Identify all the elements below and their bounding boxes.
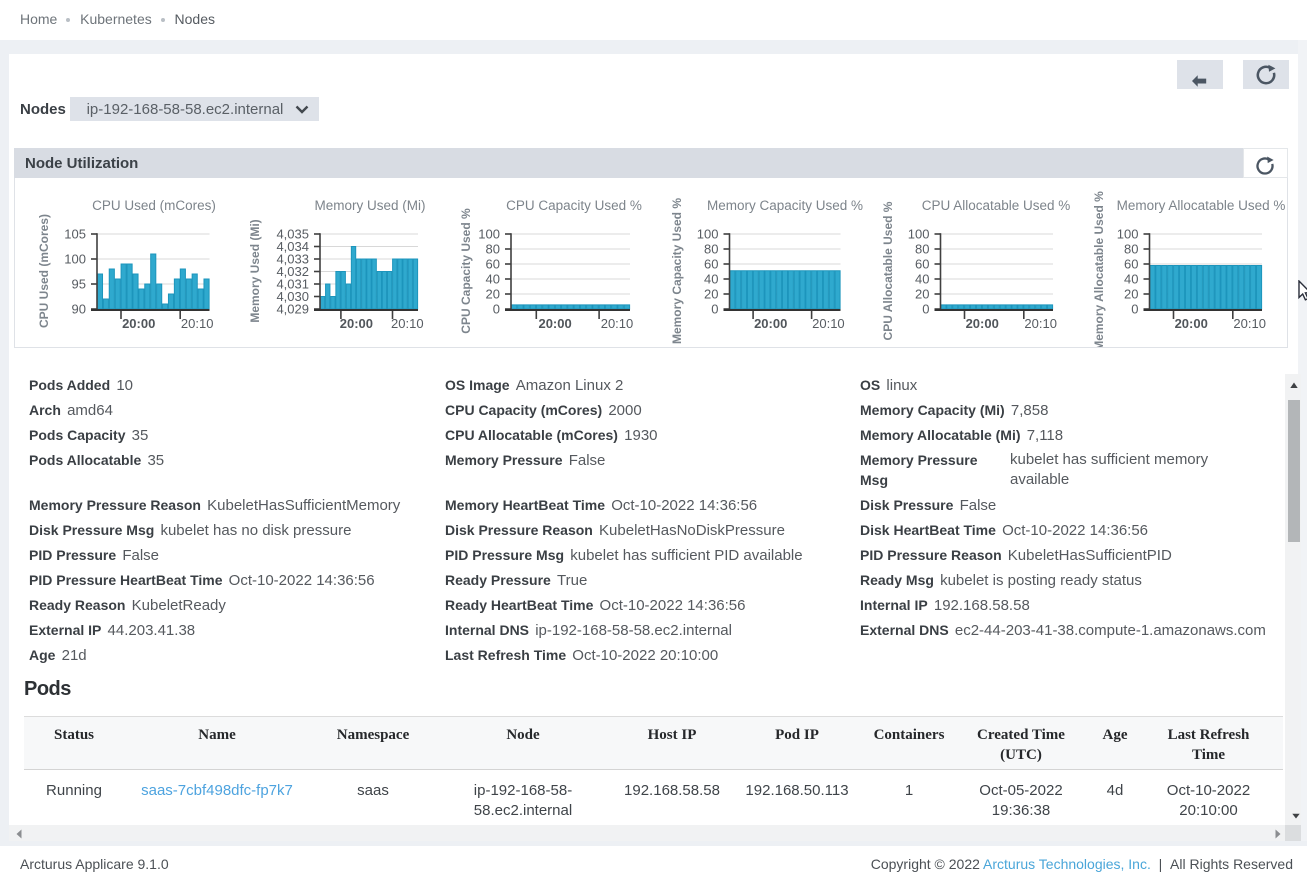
svg-text:60: 60 [704,257,718,272]
svg-text:Memory Used (Mi): Memory Used (Mi) [314,198,425,213]
svg-text:20:10: 20:10 [812,316,845,331]
svg-text:4,030: 4,030 [276,289,309,304]
svg-text:20:10: 20:10 [181,316,214,331]
svg-text:20:00: 20:00 [966,316,999,331]
svg-text:100: 100 [64,252,86,267]
svg-text:20:00: 20:00 [754,316,787,331]
svg-text:20:00: 20:00 [122,316,155,331]
svg-text:0: 0 [493,302,500,317]
svg-text:Memory Allocatable Used %: Memory Allocatable Used % [1117,198,1286,213]
svg-text:20:10: 20:10 [391,316,424,331]
svg-text:20: 20 [915,287,929,302]
svg-text:80: 80 [486,242,500,257]
svg-text:40: 40 [704,272,718,287]
svg-text:40: 40 [915,272,929,287]
svg-text:100: 100 [478,227,500,242]
svg-text:Memory Allocatable Used %: Memory Allocatable Used % [1092,191,1106,347]
svg-text:0: 0 [711,302,718,317]
svg-text:60: 60 [486,257,500,272]
svg-text:4,031: 4,031 [276,277,309,292]
svg-text:4,034: 4,034 [276,239,309,254]
svg-text:100: 100 [697,227,719,242]
svg-text:20: 20 [704,287,718,302]
svg-text:20:10: 20:10 [1024,316,1057,331]
svg-text:90: 90 [72,302,86,317]
svg-text:CPU Capacity Used %: CPU Capacity Used % [506,198,642,213]
svg-text:CPU Capacity Used %: CPU Capacity Used % [459,208,473,334]
svg-text:20:00: 20:00 [1175,316,1208,331]
svg-text:0: 0 [1131,302,1138,317]
svg-text:4,033: 4,033 [276,252,309,267]
svg-text:0: 0 [922,302,929,317]
svg-text:105: 105 [64,227,86,242]
svg-text:Memory Capacity Used %: Memory Capacity Used % [707,198,863,213]
svg-text:60: 60 [1124,257,1138,272]
svg-text:20:00: 20:00 [340,316,373,331]
svg-text:20:10: 20:10 [1233,316,1266,331]
svg-text:20: 20 [486,287,500,302]
svg-text:4,032: 4,032 [276,264,309,279]
svg-text:20:10: 20:10 [601,316,634,331]
svg-text:CPU Allocatable Used %: CPU Allocatable Used % [922,198,1071,213]
svg-text:4,029: 4,029 [276,302,309,317]
svg-text:60: 60 [915,257,929,272]
svg-text:CPU Used (mCores): CPU Used (mCores) [92,198,216,213]
svg-text:100: 100 [908,227,930,242]
svg-text:80: 80 [704,242,718,257]
svg-text:40: 40 [1124,272,1138,287]
svg-text:CPU Allocatable Used %: CPU Allocatable Used % [881,201,895,340]
svg-text:4,035: 4,035 [276,227,309,242]
svg-text:20:00: 20:00 [538,316,571,331]
svg-text:40: 40 [486,272,500,287]
svg-text:Memory Used (Mi): Memory Used (Mi) [248,219,262,322]
svg-text:80: 80 [915,242,929,257]
svg-text:95: 95 [72,277,86,292]
svg-text:Memory Capacity Used %: Memory Capacity Used % [670,198,684,344]
svg-text:CPU Used (mCores): CPU Used (mCores) [37,214,51,328]
svg-text:80: 80 [1124,242,1138,257]
svg-text:100: 100 [1117,227,1139,242]
svg-text:20: 20 [1124,287,1138,302]
